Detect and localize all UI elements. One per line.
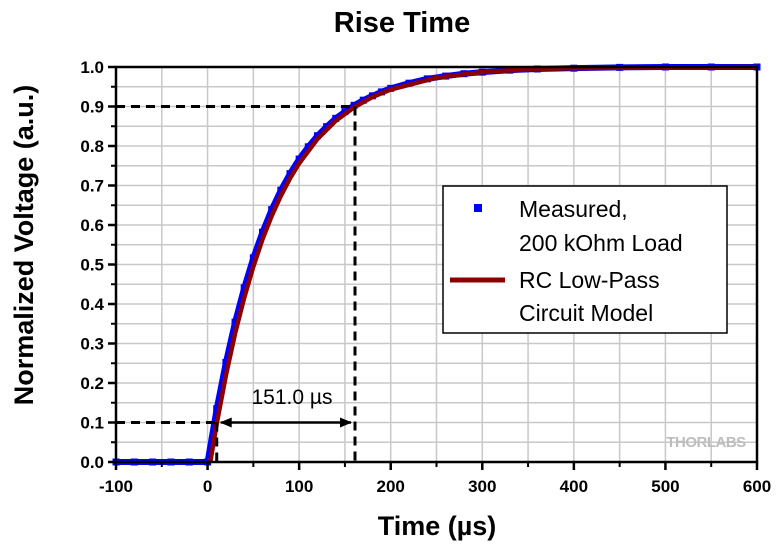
measured-point (286, 170, 294, 178)
measured-point (259, 228, 267, 236)
legend: Measured, 200 kOhm Load RC Low-Pass Circ… (442, 185, 728, 334)
measured-point (231, 318, 239, 326)
legend-label-model-2: Circuit Model (519, 300, 653, 326)
y-tick-label: 0.3 (80, 335, 104, 354)
legend-marker-measured (474, 204, 482, 212)
arrowhead-left (219, 417, 232, 428)
x-tick-label: 200 (377, 477, 405, 496)
chart-title: Rise Time (334, 7, 470, 39)
x-tick-label: 400 (560, 477, 588, 496)
y-tick-label: 0.5 (80, 256, 104, 275)
model-series-line (208, 64, 758, 463)
measured-point (304, 143, 312, 151)
x-tick-label: 300 (468, 477, 496, 496)
y-tick-label: 1.0 (80, 58, 104, 77)
measured-point (295, 155, 303, 163)
legend-label-measured-2: 200 kOhm Load (519, 230, 683, 256)
y-tick-label: 0.9 (80, 98, 104, 117)
y-tick-label: 0.6 (80, 216, 104, 235)
x-tick-label: 600 (743, 477, 771, 496)
measured-point (277, 186, 285, 194)
annotation-layer (116, 105, 357, 462)
y-axis-label: Normalized Voltage (a.u.) (9, 85, 39, 406)
x-tick-label: -100 (99, 477, 133, 496)
watermark-logo: THORLABS (666, 434, 746, 451)
legend-label-measured-1: Measured, (519, 196, 628, 222)
legend-box (442, 185, 728, 334)
measured-point (222, 358, 230, 366)
y-tick-label: 0.7 (80, 177, 104, 196)
rise-time-label: 151.0 µs (252, 386, 333, 409)
y-tick-label: 0.0 (80, 453, 104, 472)
y-tick-label: 0.4 (80, 295, 104, 314)
y-tick-label: 0.2 (80, 374, 104, 393)
legend-label-model-1: RC Low-Pass (519, 267, 660, 293)
x-tick-label: 100 (285, 477, 313, 496)
measured-point (240, 284, 248, 292)
measured-point (249, 254, 257, 262)
y-tick-label: 0.1 (80, 414, 104, 433)
x-tick-label: 500 (651, 477, 679, 496)
x-axis-label: Time (µs) (378, 511, 497, 541)
y-tick-label: 0.8 (80, 137, 104, 156)
measured-point (213, 405, 221, 413)
axis-ticks: -100 0 100 200 300 400 500 600 0.0 0.1 0.2 0.3 0.4 0.… (80, 58, 771, 496)
arrowhead-right (340, 417, 353, 428)
measured-point (268, 206, 276, 214)
x-tick-label: 0 (203, 477, 212, 496)
